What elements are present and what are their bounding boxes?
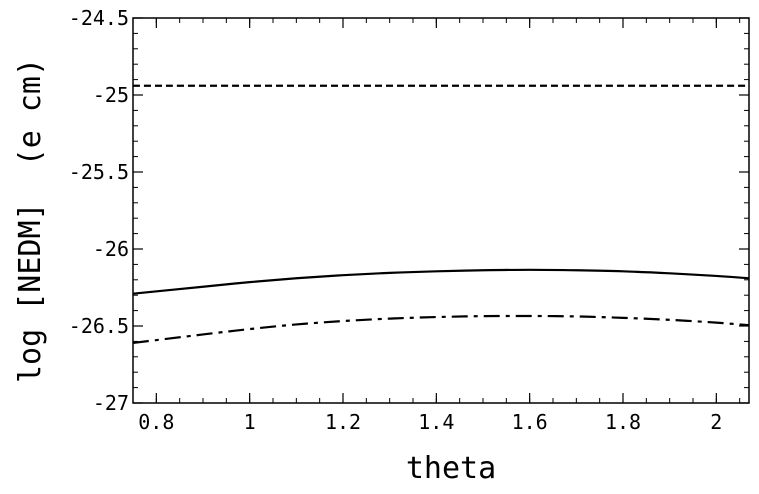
x-tick-label: 2 <box>710 410 722 434</box>
x-tick-label: 1.2 <box>325 410 361 434</box>
series-line-solid <box>132 268 750 295</box>
y-tick-label: -26.5 <box>69 314 129 338</box>
series-layer <box>132 84 750 345</box>
x-tick-label: 0.8 <box>138 410 174 434</box>
x-tick-label: 1 <box>244 410 256 434</box>
plot-frame <box>132 17 750 404</box>
x-axis-title: theta <box>406 451 496 486</box>
x-tick-label: 1.6 <box>512 410 548 434</box>
x-tick-label: 1.8 <box>605 410 641 434</box>
y-tick-label: -25 <box>93 83 129 107</box>
x-tick-label: 1.4 <box>418 410 454 434</box>
major-ticks <box>133 17 749 404</box>
y-tick-label: -24.5 <box>69 6 129 30</box>
y-tick-label: -26 <box>93 237 129 261</box>
series-line-dashdot <box>132 314 750 345</box>
y-tick-label: -27 <box>93 391 129 415</box>
y-tick-label: -25.5 <box>69 160 129 184</box>
tick-labels: 0.8 1 1.2 1.4 1.6 1.8 2 -27 -26.5 -26 -25.5 -25 -24.… <box>69 6 723 434</box>
minor-ticks <box>132 17 749 404</box>
y-axis-title: log [NEDM] (e cm) <box>13 58 48 383</box>
